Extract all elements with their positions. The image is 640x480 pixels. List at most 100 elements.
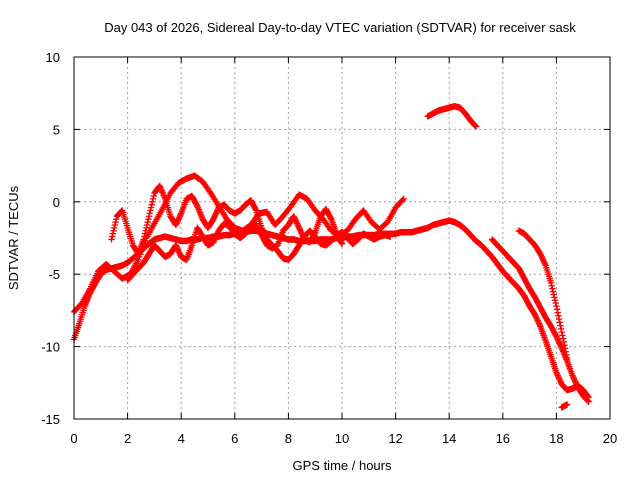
x-tick-label: 8 <box>285 431 292 446</box>
data-point <box>177 211 184 219</box>
data-point <box>535 318 542 326</box>
data-point <box>557 322 564 329</box>
data-point <box>531 311 539 318</box>
data-point <box>553 302 560 310</box>
data-point <box>210 214 218 221</box>
data-point <box>584 396 591 404</box>
series-track-c <box>108 182 394 263</box>
data-point <box>174 246 182 253</box>
data-point <box>554 372 561 379</box>
data-points <box>70 103 592 411</box>
data-point <box>311 230 318 237</box>
data-point <box>143 221 151 229</box>
data-point <box>111 221 119 229</box>
data-point <box>293 218 300 226</box>
data-point <box>585 398 592 405</box>
data-point <box>298 230 305 237</box>
data-point <box>173 218 181 226</box>
data-point <box>294 221 301 229</box>
data-point <box>536 321 543 329</box>
data-point <box>212 211 219 219</box>
data-point <box>399 196 406 204</box>
data-point <box>212 233 220 240</box>
x-tick-label: 16 <box>496 431 510 446</box>
x-tick-label: 14 <box>442 431 456 446</box>
y-tick-label: -5 <box>48 267 60 282</box>
data-point <box>557 343 565 350</box>
data-point <box>559 335 567 342</box>
data-point <box>193 201 200 209</box>
data-point <box>548 282 555 289</box>
data-point <box>108 236 115 243</box>
data-point <box>172 221 180 229</box>
data-point <box>553 369 560 376</box>
data-point <box>293 220 301 227</box>
series-track-e <box>488 236 592 405</box>
data-point <box>144 218 151 226</box>
data-point <box>174 217 182 224</box>
data-point <box>472 122 479 129</box>
x-tick-label: 12 <box>388 431 402 446</box>
data-point <box>555 315 563 323</box>
data-point <box>540 257 547 265</box>
data-point <box>108 233 116 240</box>
y-tick-label: 10 <box>46 50 60 65</box>
x-tick-label: 2 <box>124 431 131 446</box>
data-point <box>562 348 569 355</box>
data-point <box>210 215 217 223</box>
data-point <box>553 306 561 313</box>
data-point <box>295 224 303 232</box>
data-point <box>400 195 407 203</box>
data-point <box>551 297 559 304</box>
data-point <box>557 378 564 385</box>
data-point <box>584 397 592 405</box>
data-point <box>569 373 577 381</box>
data-point <box>572 379 580 386</box>
data-point <box>338 240 346 247</box>
data-point <box>297 227 304 234</box>
x-tick-label: 0 <box>70 431 77 446</box>
x-tick-labels: 0 2 4 6 8 10 12 14 16 18 20 <box>70 431 617 446</box>
data-point <box>210 239 217 246</box>
data-point <box>569 372 576 379</box>
data-point <box>212 210 220 217</box>
data-point <box>555 373 562 381</box>
chart-title: Day 043 of 2026, Sidereal Day-to-day VTE… <box>104 20 576 35</box>
data-point <box>541 259 548 266</box>
data-point <box>292 217 299 224</box>
data-point <box>327 214 334 222</box>
data-point <box>172 242 180 249</box>
data-point <box>118 208 125 215</box>
data-point <box>148 201 155 208</box>
data-point <box>573 381 580 388</box>
data-point <box>557 325 565 333</box>
data-point <box>555 337 562 345</box>
data-point <box>291 214 298 221</box>
data-point <box>535 320 543 327</box>
data-point <box>112 218 119 226</box>
data-point <box>290 213 297 220</box>
y-tick-label: -15 <box>41 412 60 427</box>
y-tick-labels: -15 -10 -5 0 5 10 <box>41 50 60 427</box>
data-point <box>554 309 561 316</box>
data-point <box>549 285 556 292</box>
data-point <box>291 215 299 223</box>
data-point <box>552 299 559 307</box>
data-point <box>210 237 218 245</box>
data-point <box>554 336 561 343</box>
data-point <box>176 213 184 220</box>
data-point <box>299 233 307 240</box>
data-point <box>175 249 183 256</box>
data-point <box>387 233 394 240</box>
data-point <box>571 378 579 385</box>
data-point <box>175 247 182 255</box>
data-point <box>109 230 117 237</box>
data-point <box>556 319 563 326</box>
series-track-f <box>515 227 571 362</box>
data-point <box>213 208 220 216</box>
data-point <box>212 234 219 242</box>
data-point <box>553 370 561 378</box>
data-point <box>147 204 155 211</box>
data-point <box>541 260 549 268</box>
